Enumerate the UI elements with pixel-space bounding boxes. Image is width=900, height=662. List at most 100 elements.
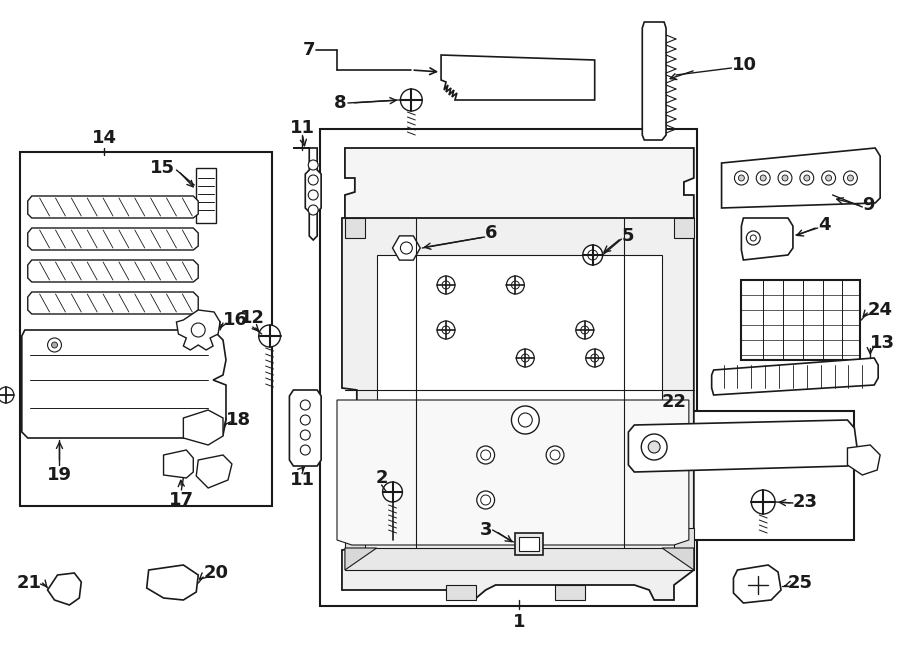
Polygon shape xyxy=(848,445,880,475)
Polygon shape xyxy=(734,565,781,603)
Text: 10: 10 xyxy=(732,56,757,74)
Circle shape xyxy=(521,354,529,362)
Polygon shape xyxy=(184,410,223,445)
Circle shape xyxy=(550,450,560,460)
Polygon shape xyxy=(176,310,220,350)
Text: 7: 7 xyxy=(302,41,315,59)
Text: 14: 14 xyxy=(92,129,117,147)
Polygon shape xyxy=(712,358,878,395)
Circle shape xyxy=(778,171,792,185)
Polygon shape xyxy=(555,585,585,600)
Bar xyxy=(516,533,544,555)
Bar xyxy=(196,168,216,223)
Polygon shape xyxy=(290,390,321,466)
Circle shape xyxy=(442,326,450,334)
Text: 4: 4 xyxy=(818,216,830,234)
Circle shape xyxy=(804,175,810,181)
Text: 3: 3 xyxy=(480,521,492,539)
Polygon shape xyxy=(28,260,198,282)
Circle shape xyxy=(0,387,14,403)
Circle shape xyxy=(751,235,756,241)
Polygon shape xyxy=(345,548,694,570)
Text: 5: 5 xyxy=(622,227,634,245)
Text: 22: 22 xyxy=(662,393,687,411)
Polygon shape xyxy=(22,330,226,438)
Polygon shape xyxy=(662,548,694,570)
Circle shape xyxy=(825,175,832,181)
Text: 11: 11 xyxy=(290,119,315,137)
Polygon shape xyxy=(345,148,694,220)
Polygon shape xyxy=(441,55,595,100)
Circle shape xyxy=(481,450,491,460)
Circle shape xyxy=(507,276,525,294)
Circle shape xyxy=(588,250,598,260)
Polygon shape xyxy=(28,292,198,314)
Circle shape xyxy=(400,242,412,254)
Text: 2: 2 xyxy=(375,469,388,487)
Circle shape xyxy=(192,323,205,337)
Circle shape xyxy=(48,338,61,352)
Text: 24: 24 xyxy=(868,301,892,319)
Circle shape xyxy=(481,495,491,505)
Bar xyxy=(625,411,854,540)
Bar xyxy=(320,129,697,606)
Polygon shape xyxy=(674,218,694,238)
Circle shape xyxy=(258,325,281,347)
Polygon shape xyxy=(392,236,420,260)
Polygon shape xyxy=(337,400,688,545)
Circle shape xyxy=(583,245,603,265)
Text: 1: 1 xyxy=(513,613,526,631)
Circle shape xyxy=(477,446,495,464)
Circle shape xyxy=(546,446,564,464)
Text: 17: 17 xyxy=(169,491,194,509)
Circle shape xyxy=(822,171,835,185)
Circle shape xyxy=(382,482,402,502)
Circle shape xyxy=(746,231,760,245)
Bar xyxy=(742,280,860,360)
Polygon shape xyxy=(345,548,376,570)
Circle shape xyxy=(301,430,310,440)
Circle shape xyxy=(752,490,775,514)
Text: 15: 15 xyxy=(150,159,176,177)
Circle shape xyxy=(400,89,422,111)
Circle shape xyxy=(590,354,598,362)
Circle shape xyxy=(848,175,853,181)
Circle shape xyxy=(301,415,310,425)
Circle shape xyxy=(442,281,450,289)
Text: 8: 8 xyxy=(334,94,346,112)
Text: 16: 16 xyxy=(223,311,248,329)
Circle shape xyxy=(437,276,454,294)
Circle shape xyxy=(511,281,519,289)
Bar xyxy=(376,255,662,515)
Circle shape xyxy=(738,175,744,181)
Polygon shape xyxy=(345,218,364,238)
Circle shape xyxy=(782,175,788,181)
Circle shape xyxy=(648,441,660,453)
Circle shape xyxy=(580,326,589,334)
Circle shape xyxy=(800,171,814,185)
Circle shape xyxy=(309,175,319,185)
Circle shape xyxy=(511,406,539,434)
Circle shape xyxy=(51,342,58,348)
Polygon shape xyxy=(28,196,198,218)
Text: 9: 9 xyxy=(862,196,875,214)
Circle shape xyxy=(437,321,454,339)
Circle shape xyxy=(760,175,766,181)
Polygon shape xyxy=(628,420,858,472)
Circle shape xyxy=(309,160,319,170)
Circle shape xyxy=(642,434,667,460)
Circle shape xyxy=(843,171,858,185)
Polygon shape xyxy=(722,148,880,208)
Text: 25: 25 xyxy=(788,574,813,592)
Circle shape xyxy=(301,400,310,410)
Circle shape xyxy=(576,321,594,339)
Circle shape xyxy=(756,171,770,185)
Polygon shape xyxy=(345,528,364,548)
Circle shape xyxy=(309,190,319,200)
Polygon shape xyxy=(147,565,198,600)
Polygon shape xyxy=(674,528,694,548)
Polygon shape xyxy=(164,450,194,478)
Text: 18: 18 xyxy=(226,411,251,429)
Polygon shape xyxy=(293,148,321,240)
Text: 20: 20 xyxy=(203,564,229,582)
